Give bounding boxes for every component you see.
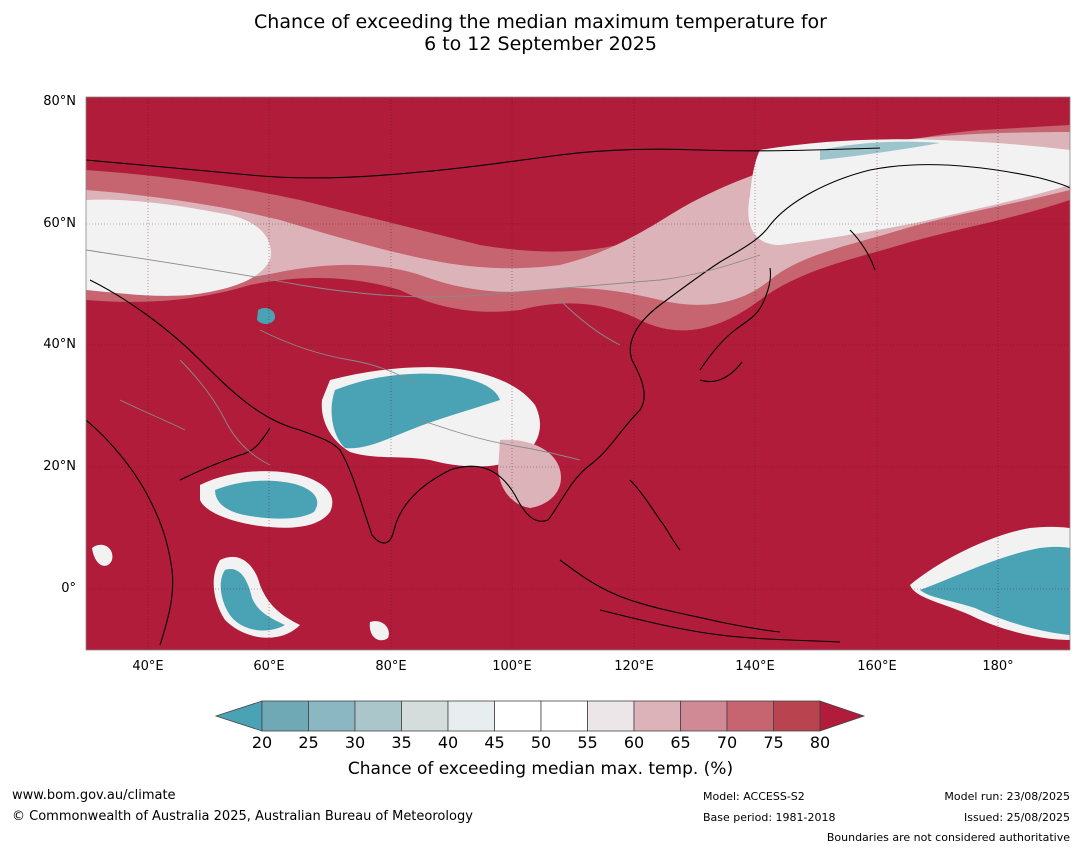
colorbar-tick-label: 45 (484, 733, 505, 752)
map-region-east-siberia-neutral (748, 139, 1070, 245)
colorbar-tick-label: 70 (716, 733, 738, 752)
colorbar-tick-label: 75 (763, 733, 784, 752)
lat-label-0: 0° (61, 581, 76, 596)
colorbar-segment (726, 700, 774, 732)
colorbar-segment (447, 700, 495, 732)
colorbar-high-extension (819, 700, 866, 732)
footer-copyright: © Commonwealth of Australia 2025, Austra… (12, 809, 473, 824)
map-region-arabian-sea-low (215, 480, 318, 519)
lat-label-80n: 80°N (43, 94, 76, 109)
lon-label-100e: 100°E (492, 659, 532, 674)
colorbar-tick-label: 30 (344, 733, 366, 752)
lat-label-20n: 20°N (43, 459, 76, 474)
colorbar-segment (680, 700, 728, 732)
colorbar-segment (773, 700, 821, 732)
map-frame (85, 96, 1071, 651)
colorbar-tick-label: 25 (298, 733, 319, 752)
colorbar-low-extension (214, 700, 263, 732)
map-region-indochina-mid (498, 439, 561, 508)
footer-issued: Issued: 25/08/2025 (963, 811, 1070, 824)
map-region-pacific-low (920, 546, 1070, 635)
colorbar-tick-label: 60 (623, 733, 645, 752)
footer-model: Model: ACCESS-S2 (703, 790, 805, 803)
colorbar-label: Chance of exceeding median max. temp. (%… (347, 759, 734, 779)
lon-label-80e: 80°E (375, 659, 407, 674)
colorbar-tick-label: 35 (391, 733, 412, 752)
lon-label-160e: 160°E (857, 659, 897, 674)
map-title-line2: 6 to 12 September 2025 (424, 33, 657, 55)
lon-label-140e: 140°E (735, 659, 775, 674)
colorbar-segment (540, 700, 588, 732)
colorbar-tick-label: 80 (809, 733, 831, 752)
map-region-small-neutral-2 (92, 544, 113, 566)
graticule (86, 97, 1070, 650)
country-borders (86, 249, 761, 466)
colorbar-segment (354, 700, 402, 732)
footer-website: www.bom.gov.au/climate (12, 788, 176, 803)
map-region-tibet-low (331, 373, 500, 449)
lon-label-60e: 60°E (253, 659, 285, 674)
footer-base-period: Base period: 1981-2018 (703, 811, 836, 824)
footer-boundaries: Boundaries are not considered authoritat… (826, 831, 1070, 844)
map-region-aral-low (257, 307, 276, 324)
colorbar-segment (494, 700, 542, 732)
colorbar-segment (261, 700, 309, 732)
colorbar-tick-label: 40 (437, 733, 459, 752)
map-region-indian-ocean-low (220, 569, 285, 631)
map-region-small-neutral (369, 621, 389, 641)
colorbar-tick-label: 55 (577, 733, 598, 752)
colorbar-segment (401, 700, 449, 732)
lon-label-40e: 40°E (132, 659, 164, 674)
colorbar-tick-label: 65 (670, 733, 691, 752)
colorbar-segment (587, 700, 635, 732)
lon-label-180: 180° (982, 659, 1014, 674)
colorbar-tick-label: 50 (530, 733, 552, 752)
coastlines (86, 147, 1070, 646)
forecast-map (85, 96, 1071, 651)
lat-label-60n: 60°N (43, 216, 76, 231)
lat-label-40n: 40°N (43, 337, 76, 352)
map-region-arctic-low (820, 141, 940, 160)
lon-label-120e: 120°E (614, 659, 654, 674)
footer-model-run: Model run: 23/08/2025 (944, 790, 1070, 803)
colorbar-segment (308, 700, 356, 732)
map-title-line1: Chance of exceeding the median maximum t… (254, 11, 827, 33)
colorbar-segment (633, 700, 681, 732)
colorbar-tick-label: 20 (251, 733, 273, 752)
